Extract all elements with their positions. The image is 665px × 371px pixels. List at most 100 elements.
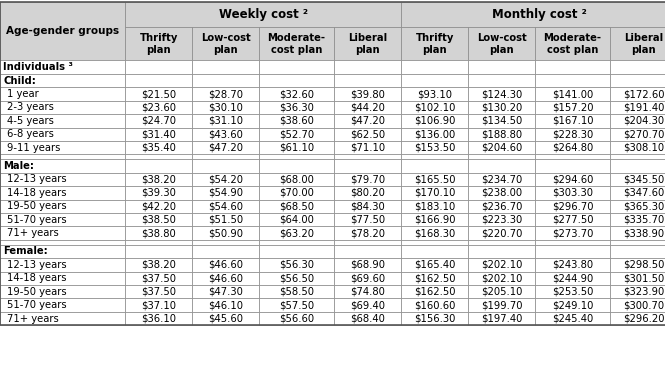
Bar — [0, 74, 125, 87]
Bar — [401, 114, 468, 128]
Bar — [401, 2, 665, 27]
Bar — [0, 272, 125, 285]
Text: $31.10: $31.10 — [208, 116, 243, 126]
Bar — [334, 258, 401, 272]
Text: 12-13 years: 12-13 years — [7, 260, 67, 270]
Text: $157.20: $157.20 — [552, 102, 593, 112]
Bar — [535, 101, 610, 114]
Text: $270.70: $270.70 — [622, 129, 664, 139]
Bar — [192, 159, 259, 173]
Bar — [468, 272, 535, 285]
Text: $80.20: $80.20 — [350, 188, 385, 198]
Text: $70.00: $70.00 — [279, 188, 314, 198]
Text: Female:: Female: — [3, 246, 48, 256]
Bar — [125, 245, 192, 258]
Text: $46.60: $46.60 — [208, 273, 243, 283]
Text: $30.10: $30.10 — [208, 102, 243, 112]
Bar — [610, 101, 665, 114]
Text: Low-cost
plan: Low-cost plan — [477, 33, 527, 55]
Text: $244.90: $244.90 — [552, 273, 593, 283]
Text: Moderate-
cost plan: Moderate- cost plan — [543, 33, 602, 55]
Bar — [259, 154, 334, 159]
Text: $156.30: $156.30 — [414, 313, 456, 324]
Bar — [334, 298, 401, 312]
Bar — [468, 173, 535, 186]
Bar — [259, 258, 334, 272]
Bar — [334, 101, 401, 114]
Text: $36.10: $36.10 — [141, 313, 176, 324]
Bar — [0, 2, 125, 60]
Bar — [192, 87, 259, 101]
Text: $57.50: $57.50 — [279, 300, 314, 310]
Text: $236.70: $236.70 — [481, 201, 523, 211]
Bar — [610, 213, 665, 226]
Bar — [0, 173, 125, 186]
Bar — [334, 173, 401, 186]
Text: 2-3 years: 2-3 years — [7, 102, 53, 112]
Text: $32.60: $32.60 — [279, 89, 314, 99]
Text: $153.50: $153.50 — [414, 143, 456, 153]
Bar — [192, 186, 259, 200]
Text: $124.30: $124.30 — [481, 89, 523, 99]
Bar — [0, 213, 125, 226]
Text: $296.20: $296.20 — [622, 313, 664, 324]
Text: 6-8 years: 6-8 years — [7, 129, 53, 139]
Text: $84.30: $84.30 — [350, 201, 385, 211]
Text: $136.00: $136.00 — [414, 129, 456, 139]
Bar — [192, 226, 259, 240]
Bar — [468, 141, 535, 154]
Bar — [401, 101, 468, 114]
Bar — [192, 101, 259, 114]
Bar — [334, 186, 401, 200]
Bar — [468, 154, 535, 159]
Bar — [125, 285, 192, 298]
Text: $183.10: $183.10 — [414, 201, 456, 211]
Text: $56.60: $56.60 — [279, 313, 314, 324]
Text: $37.50: $37.50 — [141, 287, 176, 297]
Text: $68.90: $68.90 — [350, 260, 385, 270]
Bar — [334, 74, 401, 87]
Text: 9-11 years: 9-11 years — [7, 143, 60, 153]
Text: $228.30: $228.30 — [552, 129, 593, 139]
Text: 51-70 years: 51-70 years — [7, 300, 67, 310]
Bar — [610, 186, 665, 200]
Text: $46.60: $46.60 — [208, 260, 243, 270]
Text: $37.50: $37.50 — [141, 273, 176, 283]
Bar — [259, 312, 334, 325]
Text: $74.80: $74.80 — [350, 287, 385, 297]
Text: $300.70: $300.70 — [623, 300, 664, 310]
Bar — [610, 226, 665, 240]
Text: $365.30: $365.30 — [622, 201, 664, 211]
Text: $204.60: $204.60 — [481, 143, 523, 153]
Text: $47.20: $47.20 — [208, 143, 243, 153]
Text: $78.20: $78.20 — [350, 228, 385, 238]
Text: $301.50: $301.50 — [622, 273, 664, 283]
Text: $44.20: $44.20 — [350, 102, 385, 112]
Bar — [610, 298, 665, 312]
Text: $162.50: $162.50 — [414, 287, 456, 297]
Text: 71+ years: 71+ years — [7, 313, 59, 324]
Bar — [259, 101, 334, 114]
Bar — [0, 114, 125, 128]
Bar — [334, 240, 401, 245]
Text: 4-5 years: 4-5 years — [7, 116, 53, 126]
Text: $166.90: $166.90 — [414, 215, 456, 225]
Bar — [401, 298, 468, 312]
Bar — [468, 186, 535, 200]
Bar — [0, 226, 125, 240]
Text: $47.30: $47.30 — [208, 287, 243, 297]
Text: $234.70: $234.70 — [481, 174, 523, 184]
Bar — [259, 200, 334, 213]
Text: $199.70: $199.70 — [481, 300, 523, 310]
Bar — [401, 240, 468, 245]
Bar — [125, 173, 192, 186]
Text: $205.10: $205.10 — [481, 287, 523, 297]
Bar — [468, 258, 535, 272]
Text: 71+ years: 71+ years — [7, 228, 59, 238]
Bar — [192, 60, 259, 74]
Bar — [259, 141, 334, 154]
Bar — [334, 114, 401, 128]
Text: Weekly cost ²: Weekly cost ² — [219, 8, 307, 21]
Bar — [334, 213, 401, 226]
Bar — [401, 213, 468, 226]
